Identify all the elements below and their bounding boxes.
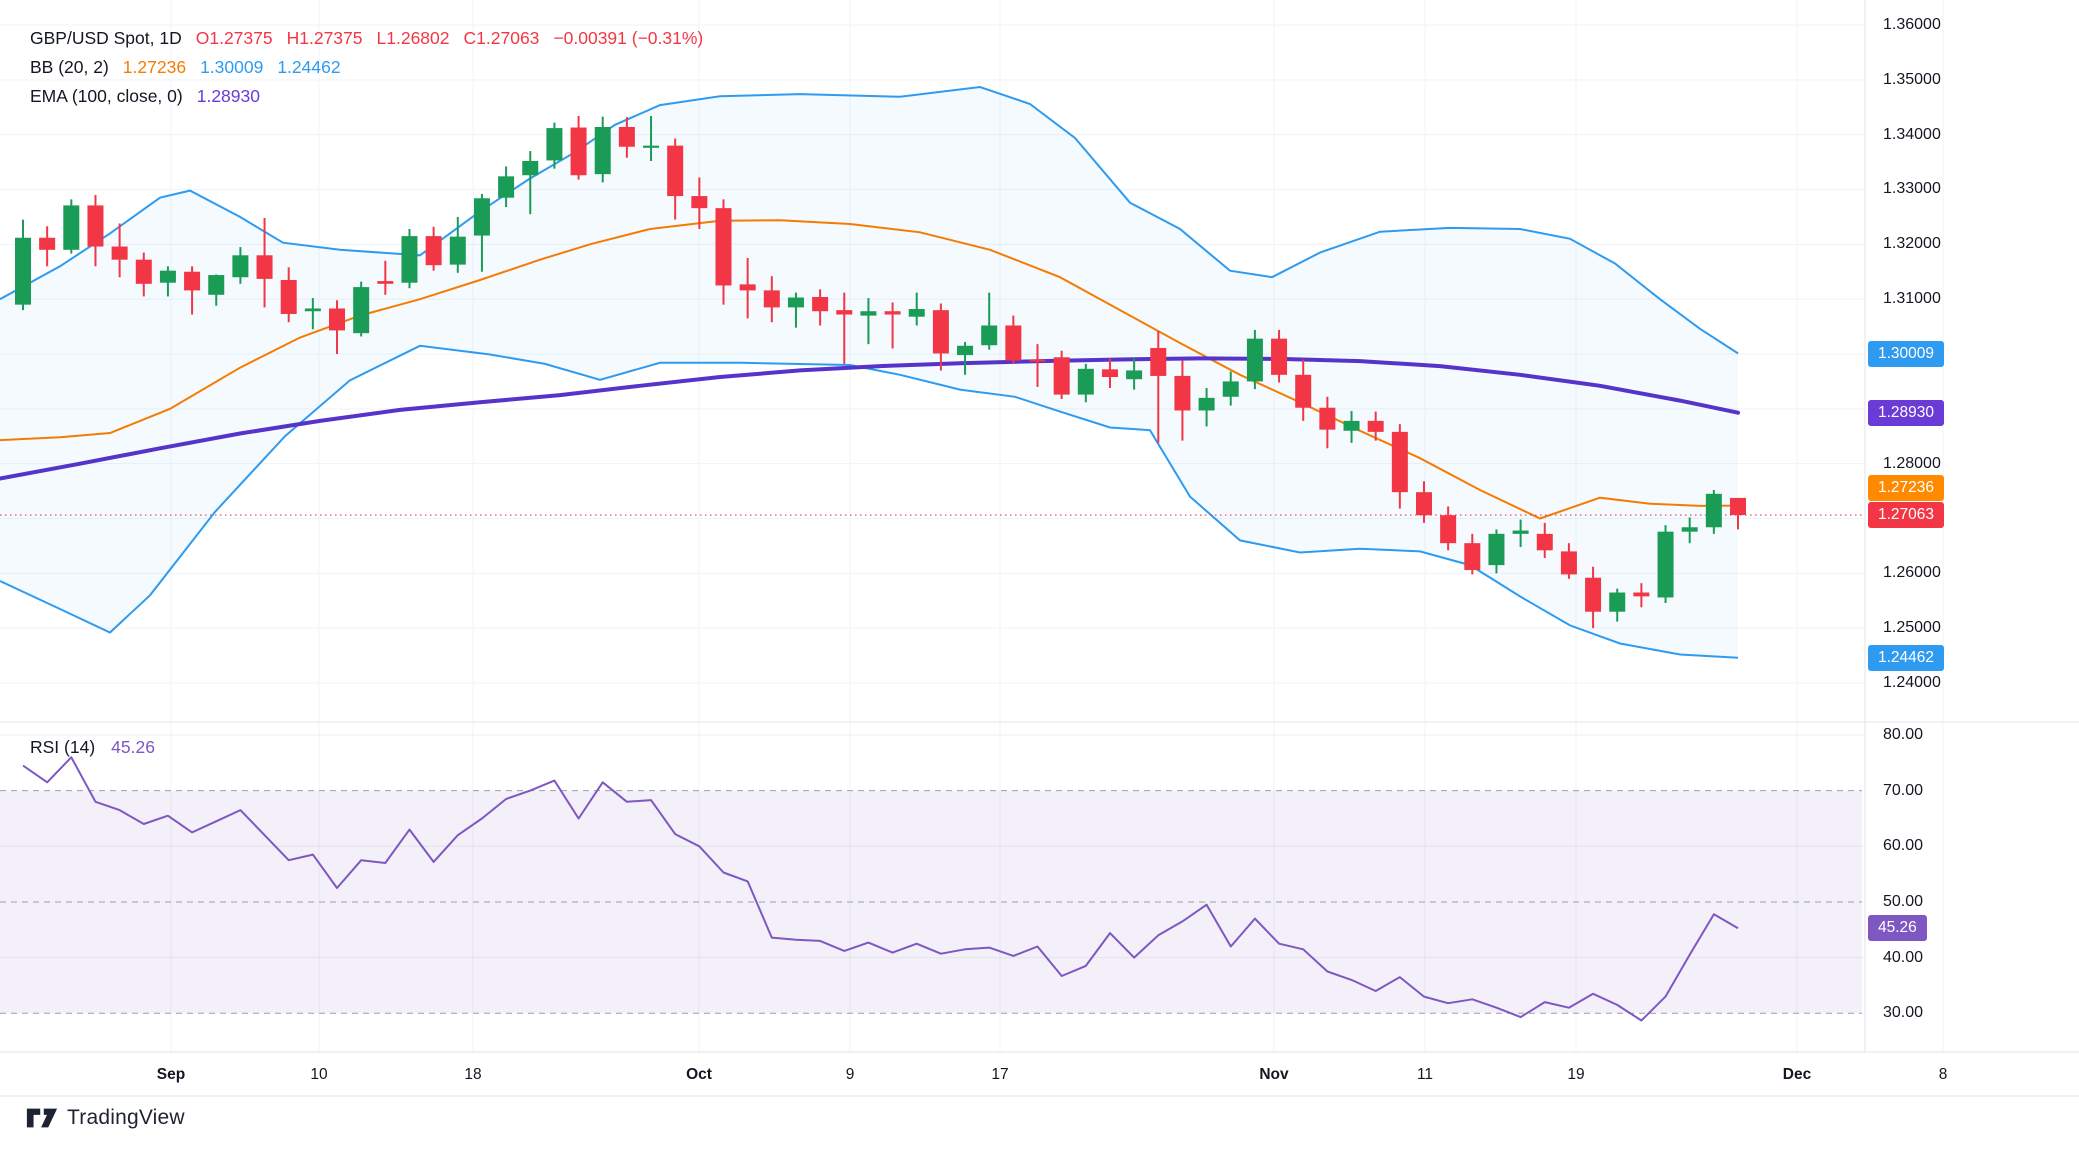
price-badge: 1.28930 xyxy=(1868,399,1945,426)
rsi-tick-label: 80.00 xyxy=(1883,726,1924,743)
time-tick-label: 11 xyxy=(1416,1066,1434,1083)
time-tick-label: 10 xyxy=(310,1066,328,1083)
price-tick-label: 1.31000 xyxy=(1883,290,1941,308)
price-badge: 1.27236 xyxy=(1868,475,1945,502)
price-tick-label: 1.34000 xyxy=(1883,125,1941,143)
symbol-legend-row[interactable]: GBP/USD Spot, 1D O1.27375 H1.27375 L1.26… xyxy=(30,24,703,53)
price-tick-label: 1.26000 xyxy=(1883,564,1941,582)
ema-label[interactable]: EMA (100, close, 0) xyxy=(30,86,183,106)
time-tick-label: 18 xyxy=(464,1066,482,1083)
ema-legend-row[interactable]: EMA (100, close, 0) 1.28930 xyxy=(30,82,703,111)
tradingview-brand-text: TradingView xyxy=(67,1106,185,1129)
symbol-title[interactable]: GBP/USD Spot, 1D xyxy=(30,28,182,48)
bb-label[interactable]: BB (20, 2) xyxy=(30,57,109,77)
time-tick-label: Oct xyxy=(686,1066,712,1083)
price-badge: 1.30009 xyxy=(1868,340,1945,367)
price-badge: 1.24462 xyxy=(1868,644,1945,671)
ohlc-low: L1.26802 xyxy=(376,28,450,48)
ohlc-high: H1.27375 xyxy=(286,28,363,48)
price-tick-label: 1.36000 xyxy=(1883,16,1941,33)
time-tick-label: Nov xyxy=(1259,1066,1289,1083)
ohlc-close: C1.27063 xyxy=(463,28,540,48)
bb-legend-row[interactable]: BB (20, 2) 1.27236 1.30009 1.24462 xyxy=(30,53,703,82)
bb-basis-value: 1.27236 xyxy=(122,57,187,77)
time-tick-label: Sep xyxy=(156,1066,186,1083)
ema-value: 1.28930 xyxy=(196,86,260,106)
price-tick-label: 1.25000 xyxy=(1883,619,1941,637)
change-value: −0.00391 (−0.31%) xyxy=(553,28,704,48)
bb-upper-value: 1.30009 xyxy=(200,57,264,77)
time-tick-label: 19 xyxy=(1567,1066,1585,1083)
tradingview-logo-icon xyxy=(26,1108,58,1128)
legend-main: GBP/USD Spot, 1D O1.27375 H1.27375 L1.26… xyxy=(30,24,703,111)
rsi-tick-label: 30.00 xyxy=(1883,1004,1924,1022)
time-tick-label: 9 xyxy=(845,1066,855,1083)
footer-branding[interactable]: TradingView xyxy=(26,1106,185,1130)
rsi-tick-label: 60.00 xyxy=(1883,837,1924,855)
rsi-legend-row[interactable]: RSI (14) 45.26 xyxy=(30,737,155,758)
price-tick-label: 1.28000 xyxy=(1883,454,1941,472)
ohlc-open: O1.27375 xyxy=(195,28,273,48)
rsi-tick-label: 50.00 xyxy=(1883,892,1924,910)
rsi-tick-label: 40.00 xyxy=(1883,948,1924,966)
rsi-label[interactable]: RSI (14) xyxy=(30,737,96,757)
time-tick-label: 8 xyxy=(1938,1066,1948,1083)
price-tick-label: 1.24000 xyxy=(1883,673,1941,691)
time-tick-label: Dec xyxy=(1782,1066,1812,1083)
rsi-tick-label: 70.00 xyxy=(1883,781,1924,799)
price-tick-label: 1.35000 xyxy=(1883,70,1941,88)
bb-lower-value: 1.24462 xyxy=(277,57,341,77)
rsi-badge: 45.26 xyxy=(1868,915,1927,942)
price-tick-label: 1.32000 xyxy=(1883,235,1941,253)
price-badge: 1.27063 xyxy=(1868,502,1945,529)
rsi-value: 45.26 xyxy=(111,737,155,757)
time-tick-label: 17 xyxy=(991,1066,1009,1083)
price-tick-label: 1.33000 xyxy=(1883,180,1941,198)
